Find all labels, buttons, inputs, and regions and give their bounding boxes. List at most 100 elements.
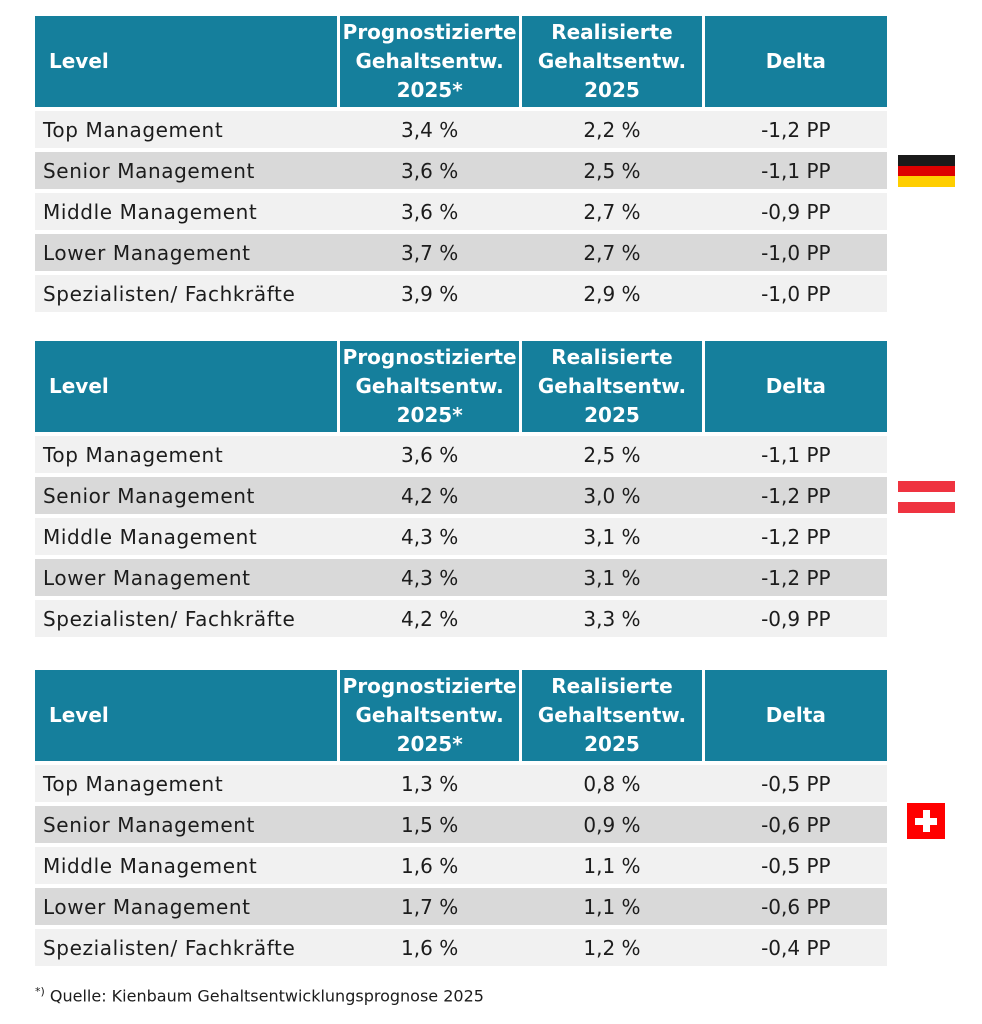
- cell-delta: -0,5 PP: [761, 771, 831, 796]
- header-prognosticated: Prognostizierte Gehaltsentw. 2025*: [339, 16, 520, 107]
- cell-prognosticated: 3,9 %: [401, 281, 459, 306]
- header-prognosticated: Prognostizierte Gehaltsentw. 2025*: [339, 341, 520, 432]
- cell-level: Middle Management: [43, 524, 258, 549]
- header-realized-label: Realisierte Gehaltsentw. 2025: [537, 674, 687, 756]
- cell-prognosticated: 3,6 %: [401, 442, 459, 467]
- table-header: Level Prognostizierte Gehaltsentw. 2025* R…: [35, 670, 887, 761]
- cell-delta: -1,2 PP: [761, 117, 831, 142]
- cell-realized: 2,7 %: [583, 199, 641, 224]
- table-row: Senior Management 4,2 % 3,0 % -1,2 PP: [35, 477, 887, 514]
- cell-prognosticated: 1,3 %: [401, 771, 459, 796]
- cell-level: Top Management: [43, 117, 224, 142]
- cell-realized: 2,5 %: [583, 442, 641, 467]
- cell-level: Senior Management: [43, 812, 255, 837]
- cell-level: Lower Management: [43, 240, 251, 265]
- cell-prognosticated: 1,5 %: [401, 812, 459, 837]
- switzerland-flag-icon: [907, 803, 945, 839]
- cell-realized: 3,3 %: [583, 606, 641, 631]
- header-delta: Delta: [704, 16, 887, 107]
- header-prognosticated-label: Prognostizierte Gehaltsentw. 2025*: [342, 674, 517, 756]
- cell-level: Middle Management: [43, 853, 258, 878]
- cell-realized: 3,0 %: [583, 483, 641, 508]
- cell-prognosticated: 1,6 %: [401, 935, 459, 960]
- cell-level: Spezialisten/ Fachkräfte: [43, 935, 296, 960]
- cell-level: Middle Management: [43, 199, 258, 224]
- header-prognosticated: Prognostizierte Gehaltsentw. 2025*: [339, 670, 520, 761]
- salary-table-switzerland: Level Prognostizierte Gehaltsentw. 2025* R…: [35, 670, 887, 966]
- header-realized: Realisierte Gehaltsentw. 2025: [522, 670, 702, 761]
- cell-level: Spezialisten/ Fachkräfte: [43, 606, 296, 631]
- cell-delta: -0,4 PP: [761, 935, 831, 960]
- germany-flag-icon: [898, 155, 955, 187]
- cell-level: Senior Management: [43, 483, 255, 508]
- cell-delta: -1,2 PP: [761, 524, 831, 549]
- table-row: Top Management 3,4 % 2,2 % -1,2 PP: [35, 111, 887, 148]
- header-delta-label: Delta: [765, 49, 826, 73]
- table-row: Spezialisten/ Fachkräfte 1,6 % 1,2 % -0,4 P…: [35, 929, 887, 966]
- cell-realized: 1,1 %: [583, 853, 641, 878]
- cell-level: Lower Management: [43, 894, 251, 919]
- cell-realized: 2,5 %: [583, 158, 641, 183]
- cell-delta: -1,2 PP: [761, 565, 831, 590]
- table-row: Middle Management 3,6 % 2,7 % -0,9 PP: [35, 193, 887, 230]
- cell-delta: -1,2 PP: [761, 483, 831, 508]
- table-row: Senior Management 3,6 % 2,5 % -1,1 PP: [35, 152, 887, 189]
- table-row: Top Management 1,3 % 0,8 % -0,5 PP: [35, 765, 887, 802]
- header-level-label: Level: [49, 49, 109, 73]
- header-realized: Realisierte Gehaltsentw. 2025: [522, 341, 702, 432]
- cell-prognosticated: 4,3 %: [401, 565, 459, 590]
- cell-delta: -1,0 PP: [761, 281, 831, 306]
- cell-realized: 3,1 %: [583, 565, 641, 590]
- header-delta-label: Delta: [765, 374, 826, 398]
- table-header: Level Prognostizierte Gehaltsentw. 2025* R…: [35, 16, 887, 107]
- source-footnote: *) Quelle: Kienbaum Gehaltsentwicklungsp…: [35, 985, 484, 1005]
- cell-prognosticated: 3,6 %: [401, 158, 459, 183]
- cell-prognosticated: 4,2 %: [401, 606, 459, 631]
- header-level: Level: [35, 670, 337, 761]
- cell-prognosticated: 3,4 %: [401, 117, 459, 142]
- header-level-label: Level: [49, 703, 109, 727]
- cell-realized: 0,9 %: [583, 812, 641, 837]
- cell-prognosticated: 3,6 %: [401, 199, 459, 224]
- table-header: Level Prognostizierte Gehaltsentw. 2025* R…: [35, 341, 887, 432]
- cell-delta: -1,1 PP: [761, 158, 831, 183]
- table-row: Lower Management 4,3 % 3,1 % -1,2 PP: [35, 559, 887, 596]
- cell-realized: 3,1 %: [583, 524, 641, 549]
- austria-flag-icon: [898, 481, 955, 513]
- header-delta: Delta: [704, 341, 887, 432]
- cell-level: Top Management: [43, 442, 224, 467]
- cell-realized: 1,1 %: [583, 894, 641, 919]
- cell-prognosticated: 4,2 %: [401, 483, 459, 508]
- table-row: Spezialisten/ Fachkräfte 3,9 % 2,9 % -1,0 P…: [35, 275, 887, 312]
- footnote-text: Quelle: Kienbaum Gehaltsentwicklungsprog…: [49, 986, 484, 1006]
- cell-prognosticated: 4,3 %: [401, 524, 459, 549]
- footnote-mark: *): [35, 985, 45, 998]
- header-delta: Delta: [704, 670, 887, 761]
- cell-prognosticated: 1,7 %: [401, 894, 459, 919]
- table-row: Top Management 3,6 % 2,5 % -1,1 PP: [35, 436, 887, 473]
- cell-level: Senior Management: [43, 158, 255, 183]
- header-prognosticated-label: Prognostizierte Gehaltsentw. 2025*: [342, 20, 517, 102]
- header-realized-label: Realisierte Gehaltsentw. 2025: [537, 20, 687, 102]
- cell-delta: -0,9 PP: [761, 199, 831, 224]
- header-level: Level: [35, 341, 337, 432]
- table-row: Lower Management 3,7 % 2,7 % -1,0 PP: [35, 234, 887, 271]
- header-level-label: Level: [49, 374, 109, 398]
- cell-prognosticated: 3,7 %: [401, 240, 459, 265]
- salary-table-germany: Level Prognostizierte Gehaltsentw. 2025* R…: [35, 16, 887, 312]
- cell-realized: 2,7 %: [583, 240, 641, 265]
- cell-level: Lower Management: [43, 565, 251, 590]
- cell-realized: 1,2 %: [583, 935, 641, 960]
- cell-delta: -0,6 PP: [761, 894, 831, 919]
- cell-prognosticated: 1,6 %: [401, 853, 459, 878]
- cell-realized: 2,9 %: [583, 281, 641, 306]
- table-row: Lower Management 1,7 % 1,1 % -0,6 PP: [35, 888, 887, 925]
- header-realized-label: Realisierte Gehaltsentw. 2025: [537, 345, 687, 427]
- cell-level: Top Management: [43, 771, 224, 796]
- table-row: Middle Management 4,3 % 3,1 % -1,2 PP: [35, 518, 887, 555]
- table-row: Middle Management 1,6 % 1,1 % -0,5 PP: [35, 847, 887, 884]
- header-realized: Realisierte Gehaltsentw. 2025: [522, 16, 702, 107]
- table-row: Senior Management 1,5 % 0,9 % -0,6 PP: [35, 806, 887, 843]
- salary-table-austria: Level Prognostizierte Gehaltsentw. 2025* R…: [35, 341, 887, 637]
- header-level: Level: [35, 16, 337, 107]
